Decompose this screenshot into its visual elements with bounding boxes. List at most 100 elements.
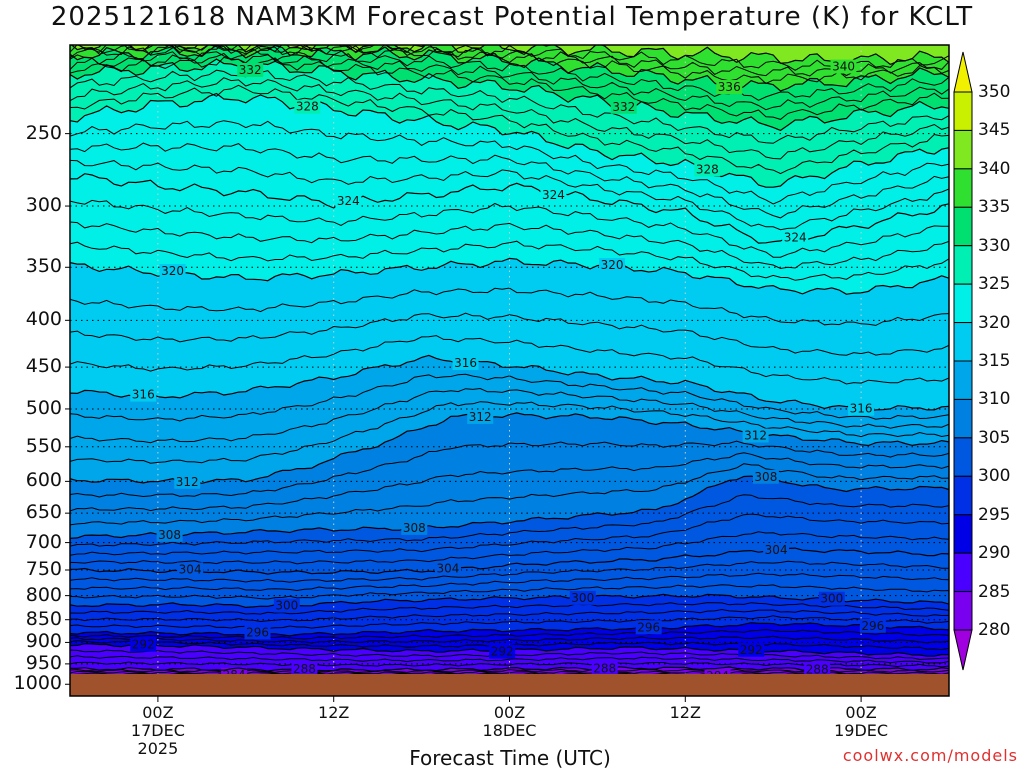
colorbar-label: 350 <box>978 82 1011 102</box>
isentrope-minor <box>70 602 949 615</box>
contour-label-bg <box>156 527 183 542</box>
isentrope-minor <box>70 670 949 675</box>
colorbar-label: 325 <box>978 274 1011 295</box>
contour-label-bg <box>782 230 809 245</box>
isentrope-minor <box>70 401 949 464</box>
y-tick-label: 1000 <box>13 672 62 695</box>
colorbar-label: 340 <box>978 158 1011 179</box>
isentrope-minor <box>70 84 949 175</box>
isentrope-320 <box>70 257 949 295</box>
isentrope-minor <box>70 572 949 592</box>
contour-label-bg <box>830 59 857 74</box>
colorbar-arrow-top <box>953 51 973 93</box>
isentrope-minor <box>70 52 949 111</box>
contour-label-bg <box>742 428 769 443</box>
colorbar-band <box>953 398 973 439</box>
isentrope-minor <box>70 335 949 385</box>
contour-label: 320 <box>161 264 184 278</box>
contour-label: 292 <box>740 643 763 657</box>
y-tick-label: 850 <box>25 607 62 630</box>
colorbar-band <box>953 168 973 208</box>
ground-surface <box>70 674 949 696</box>
contour-label: 340 <box>832 60 855 74</box>
contour-label: 308 <box>158 528 181 542</box>
colorbar-band <box>953 360 973 400</box>
isentrope-minor <box>70 159 949 231</box>
contour-label: 324 <box>337 194 360 208</box>
contour-label: 300 <box>820 592 843 606</box>
contour-label-bg <box>540 187 567 202</box>
isentrope-328 <box>70 92 949 188</box>
contour-label-bg <box>244 625 271 640</box>
x-tick-label: 00Z 17DEC 2025 <box>130 703 185 758</box>
colorbar-label: 280 <box>978 620 1011 640</box>
colorbar-label: 285 <box>978 581 1011 602</box>
contour-label-bg <box>273 598 300 613</box>
isentrope-minor <box>70 494 949 547</box>
contour-label-bg <box>294 99 321 114</box>
isentrope-minor <box>70 56 949 120</box>
colorbar-label: 290 <box>978 543 1011 564</box>
contour-label-bg <box>174 474 201 489</box>
contour-label-bg <box>738 642 765 657</box>
x-tick-label: 00Z 19DEC <box>834 703 889 740</box>
contour-label: 312 <box>469 410 492 424</box>
y-tick-label: 400 <box>25 308 62 331</box>
contour-label: 324 <box>784 230 807 244</box>
colorbar-label: 330 <box>978 235 1011 256</box>
contour-label: 300 <box>275 599 298 613</box>
y-tick-label: 450 <box>25 355 62 378</box>
contour-label: 328 <box>296 100 319 114</box>
isentrope-minor <box>70 629 949 640</box>
isentrope-minor <box>70 452 949 512</box>
band-fill-340 <box>70 45 949 67</box>
isentrope-minor <box>70 221 949 270</box>
credit-link[interactable]: coolwx.com/models <box>842 746 1018 765</box>
isentrope-minor <box>70 312 949 356</box>
contour-label-bg <box>599 257 626 272</box>
y-tick-label: 900 <box>25 630 62 653</box>
y-tick-label: 600 <box>25 469 62 492</box>
isentrope-minor <box>70 69 949 144</box>
colorbar-band <box>953 437 973 477</box>
contour-label-bg <box>752 469 779 484</box>
isentrope-minor <box>70 45 949 85</box>
contour-label-bg <box>591 661 618 676</box>
isentrope-minor <box>70 668 949 674</box>
isentrope-minor <box>70 45 949 77</box>
isentrope-296 <box>70 622 949 637</box>
colorbar-band <box>953 91 973 131</box>
contour-label: 308 <box>403 521 426 535</box>
contour-label-bg <box>635 620 662 635</box>
isentrope-288 <box>70 666 949 672</box>
isentrope-minor <box>70 142 949 219</box>
x-tick-label: 12Z <box>669 703 701 722</box>
isentrope-minor <box>70 287 949 326</box>
colorbar <box>953 51 973 671</box>
contour-label-bg <box>716 80 743 95</box>
contour-label: 332 <box>239 63 262 77</box>
isentrope-minor <box>70 513 949 556</box>
contour-label: 308 <box>754 470 777 484</box>
isentrope-minor <box>70 48 949 101</box>
contour-label: 316 <box>132 388 155 402</box>
isentrope-316 <box>70 354 949 412</box>
y-tick-label: 300 <box>25 194 62 217</box>
isentrope-minor <box>70 531 949 565</box>
isentrope-minor <box>70 463 949 526</box>
y-tick-label: 250 <box>25 121 62 144</box>
contour-label: 296 <box>861 619 884 633</box>
contour-label-bg <box>467 409 494 424</box>
contour-label: 304 <box>437 561 460 575</box>
y-tick-label: 350 <box>25 255 62 278</box>
isentrope-340 <box>70 45 949 68</box>
isentrope-minor <box>70 240 949 281</box>
colorbar-band <box>953 514 973 554</box>
contour-label-bg <box>237 62 264 77</box>
contour-label: 288 <box>293 662 316 676</box>
colorbar-label: 300 <box>978 466 1011 487</box>
colorbar-band <box>953 129 973 170</box>
contour-label: 288 <box>806 662 829 676</box>
colorbar-band <box>953 283 973 324</box>
contour-label: 336 <box>718 80 741 94</box>
